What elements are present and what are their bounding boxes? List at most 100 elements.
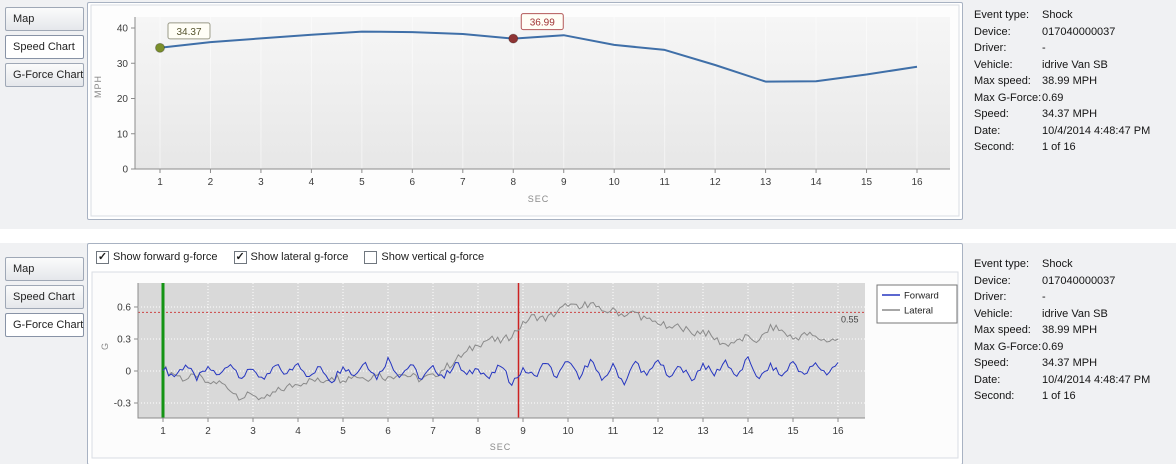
info-row: Date: 10/4/2014 4:48:47 PM xyxy=(974,372,1150,389)
gforce-options-row: Show forward g-force Show lateral g-forc… xyxy=(88,244,962,270)
legend xyxy=(876,284,958,324)
info-value: 1 of 16 xyxy=(1042,390,1076,403)
info-row: Second: 1 of 16 xyxy=(974,388,1150,405)
gforce-chart-container: Show forward g-force Show lateral g-forc… xyxy=(87,243,963,465)
info-label: Event type: xyxy=(974,258,1030,271)
svg-text:-0.3: -0.3 xyxy=(114,399,132,410)
info-row: Max speed: 38.99 MPH xyxy=(974,322,1150,339)
svg-text:13: 13 xyxy=(760,177,772,188)
info-row: Date: 10/4/2014 4:48:47 PM xyxy=(974,123,1150,140)
svg-text:5: 5 xyxy=(359,177,365,188)
checkbox-icon[interactable] xyxy=(364,250,378,264)
svg-text:11: 11 xyxy=(659,177,670,188)
svg-text:7: 7 xyxy=(430,426,436,437)
info-value: - xyxy=(1042,42,1046,55)
event-info-bottom: Event type: Shock Device: 017040000037 Dri… xyxy=(974,256,1150,405)
bottom-tab-map[interactable]: Map xyxy=(5,257,84,281)
info-value: idrive Van SB xyxy=(1042,58,1108,71)
marker-tooltip-value: 34.37 xyxy=(176,27,201,38)
info-value: 1 of 16 xyxy=(1042,141,1076,154)
checkbox-icon[interactable] xyxy=(96,250,109,264)
svg-text:14: 14 xyxy=(742,426,754,437)
legend-label: Forward xyxy=(904,291,939,302)
checkbox-show-forward-gforce[interactable]: Show forward g-force xyxy=(96,250,218,264)
info-label: Second: xyxy=(974,141,1015,154)
bottom-tab-gforce-chart[interactable]: G-Force Chart xyxy=(5,313,84,337)
info-value: 34.37 MPH xyxy=(1042,357,1098,370)
checkbox-show-lateral-gforce[interactable]: Show lateral g-force xyxy=(233,250,348,264)
info-row: Second: 1 of 16 xyxy=(974,139,1150,156)
info-row: Device: 017040000037 xyxy=(974,24,1150,41)
gforce-forward-line xyxy=(162,355,839,387)
checkbox-icon[interactable] xyxy=(233,250,247,264)
info-label: Event type: xyxy=(974,9,1030,22)
svg-text:10: 10 xyxy=(117,129,129,140)
info-label: Vehicle: xyxy=(974,307,1013,320)
info-value: idrive Van SB xyxy=(1042,307,1108,320)
svg-text:4: 4 xyxy=(309,177,315,188)
svg-text:5: 5 xyxy=(340,426,346,437)
checkbox-show-vertical-gforce[interactable]: Show vertical g-force xyxy=(364,250,485,264)
info-row: Driver: - xyxy=(974,40,1150,57)
speed-marker[interactable] xyxy=(155,42,165,53)
top-tab-map[interactable]: Map xyxy=(5,7,84,31)
info-value: - xyxy=(1042,291,1046,304)
svg-text:0.6: 0.6 xyxy=(117,302,131,313)
svg-text:30: 30 xyxy=(117,59,129,70)
y-axis-label: MPH xyxy=(93,75,103,98)
speed-marker[interactable] xyxy=(508,33,519,44)
info-label: Device: xyxy=(974,274,1011,287)
svg-text:3: 3 xyxy=(250,426,256,437)
svg-text:8: 8 xyxy=(475,426,481,437)
marker-tooltip xyxy=(167,22,211,40)
info-value: 0.69 xyxy=(1042,91,1064,104)
svg-text:15: 15 xyxy=(787,426,799,437)
info-label: Device: xyxy=(974,25,1011,38)
speed-line xyxy=(159,30,918,83)
svg-text:20: 20 xyxy=(117,94,129,105)
marker-tooltip xyxy=(520,13,564,31)
panel-separator xyxy=(0,229,1176,243)
info-label: Second: xyxy=(974,390,1015,403)
plot-area xyxy=(135,17,950,169)
info-label: Driver: xyxy=(974,42,1007,55)
info-label: Max G-Force: xyxy=(974,340,1042,353)
info-row: Speed: 34.37 MPH xyxy=(974,106,1150,123)
svg-text:10: 10 xyxy=(609,177,621,188)
gforce-chart[interactable]: 0.55-0.300.30.61 2 3 4 5 6 7 8 9 10 11 12 13 14 15 16GS… xyxy=(88,270,962,462)
bottom-tab-speed-chart[interactable]: Speed Chart xyxy=(5,285,84,309)
top-tab-speed-chart[interactable]: Speed Chart xyxy=(5,35,84,59)
info-label: Vehicle: xyxy=(974,58,1013,71)
svg-text:12: 12 xyxy=(652,426,664,437)
speed-chart-container: 0 10 20 30 40 1 2 3 4 5 6 7 8 9 10 11 12 13 14 15 16 MPH SEC 34… xyxy=(87,2,963,220)
legend-label: Lateral xyxy=(904,306,933,317)
info-label: Speed: xyxy=(974,357,1009,370)
svg-text:6: 6 xyxy=(385,426,391,437)
speed-panel: Map Speed Chart G-Force Chart 0 10 20 30 40 1… xyxy=(0,0,1176,229)
x-axis-label: SEC xyxy=(528,194,550,204)
info-row: Max G-Force: 0.69 xyxy=(974,339,1150,356)
info-label: Max G-Force: xyxy=(974,91,1042,104)
info-value: 0.69 xyxy=(1042,340,1064,353)
info-value: 017040000037 xyxy=(1042,25,1116,38)
info-value: 017040000037 xyxy=(1042,274,1116,287)
svg-text:16: 16 xyxy=(911,177,923,188)
info-row: Event type: Shock xyxy=(974,7,1150,24)
svg-text:0.3: 0.3 xyxy=(117,334,131,345)
info-row: Max G-Force: 0.69 xyxy=(974,90,1150,107)
info-value: 10/4/2014 4:48:47 PM xyxy=(1042,124,1151,137)
info-label: Max speed: xyxy=(974,324,1031,337)
svg-text:7: 7 xyxy=(460,177,466,188)
top-tab-gforce-chart[interactable]: G-Force Chart xyxy=(5,63,84,87)
info-value: Shock xyxy=(1042,258,1073,271)
plot-area xyxy=(138,283,865,418)
y-axis-label: G xyxy=(100,342,110,350)
svg-text:40: 40 xyxy=(117,24,129,35)
checkbox-label: Show vertical g-force xyxy=(381,251,485,263)
info-value: 38.99 MPH xyxy=(1042,324,1098,337)
view-tabs-top: Map Speed Chart G-Force Chart xyxy=(5,7,84,87)
threshold-label: 0.55 xyxy=(841,314,859,324)
svg-text:12: 12 xyxy=(710,177,722,188)
